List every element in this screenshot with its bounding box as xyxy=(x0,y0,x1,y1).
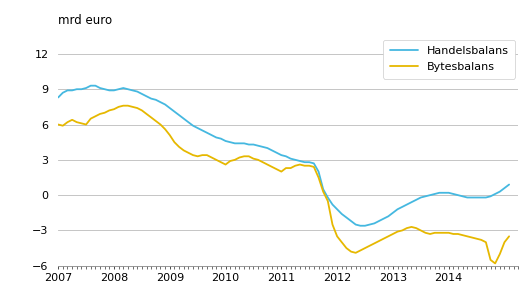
Bytesbalans xyxy=(273,167,280,171)
Line: Handelsbalans: Handelsbalans xyxy=(58,86,509,226)
Handelsbalans xyxy=(97,86,103,90)
Handelsbalans xyxy=(55,96,61,99)
Handelsbalans xyxy=(506,183,512,186)
Legend: Handelsbalans, Bytesbalans: Handelsbalans, Bytesbalans xyxy=(383,40,515,79)
Handelsbalans xyxy=(311,162,317,165)
Handelsbalans xyxy=(357,224,363,227)
Bytesbalans xyxy=(120,104,126,108)
Bytesbalans xyxy=(492,262,498,265)
Bytesbalans xyxy=(343,246,350,250)
Bytesbalans xyxy=(311,165,317,169)
Bytesbalans xyxy=(506,235,512,238)
Bytesbalans xyxy=(92,114,98,118)
Line: Bytesbalans: Bytesbalans xyxy=(58,106,509,263)
Handelsbalans xyxy=(408,201,415,204)
Handelsbalans xyxy=(273,151,280,155)
Text: mrd euro: mrd euro xyxy=(58,14,112,27)
Handelsbalans xyxy=(343,216,350,219)
Bytesbalans xyxy=(404,226,410,230)
Bytesbalans xyxy=(55,123,61,126)
Handelsbalans xyxy=(83,86,89,90)
Handelsbalans xyxy=(87,84,94,88)
Bytesbalans xyxy=(83,123,89,126)
